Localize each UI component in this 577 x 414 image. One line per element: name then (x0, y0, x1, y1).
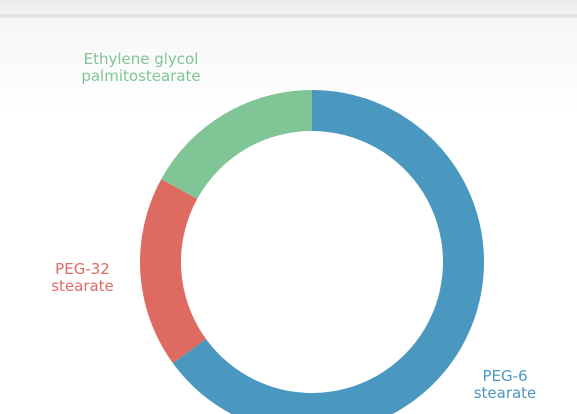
donut-slice (139, 179, 207, 364)
slice-label: PEG-6 stearate (473, 367, 537, 402)
donut-slice (172, 90, 484, 414)
donut-slice (161, 90, 312, 199)
top-band (0, 14, 577, 18)
slice-label: PEG-32 stearate (51, 260, 114, 295)
slice-label: Ethylene glycol palmitostearate (81, 50, 201, 85)
